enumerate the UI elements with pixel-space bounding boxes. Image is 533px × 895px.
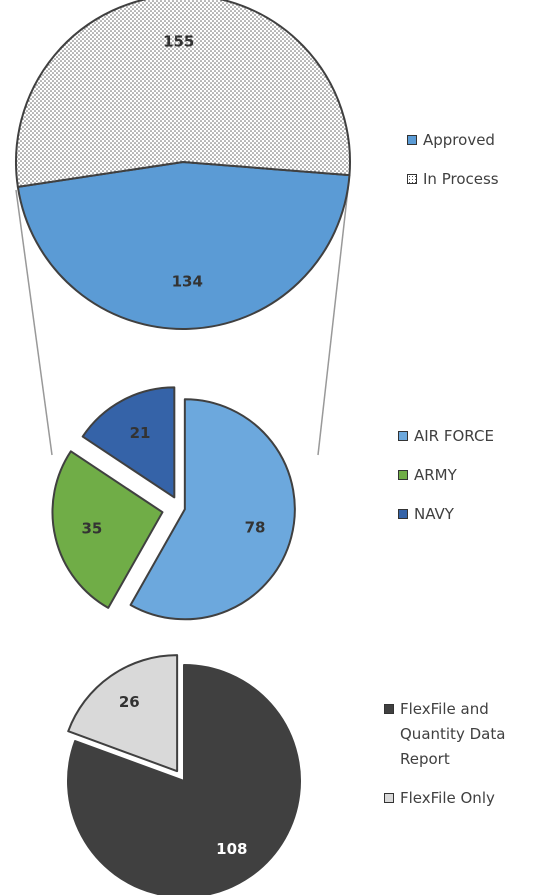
legend-label: NAVY (414, 505, 454, 523)
pie-slice (51, 450, 164, 609)
legend-label: AIR FORCE (414, 427, 494, 445)
pie-slice (15, 0, 351, 188)
legend-item: NAVY (398, 502, 533, 527)
data-label: 26 (119, 693, 140, 711)
data-label: 155 (163, 32, 194, 50)
data-label: 78 (245, 518, 266, 536)
legend-label: ARMY (414, 466, 457, 484)
legend: AIR FORCE ARMY NAVY (398, 424, 533, 541)
legend-item: FlexFile and Quantity Data Report (384, 697, 524, 772)
legend-label: In Process (423, 170, 499, 188)
legend-swatch (407, 135, 417, 145)
legend-item: AIR FORCE (398, 424, 533, 449)
pie-slice (67, 654, 179, 773)
legend-item: In Process (407, 167, 533, 192)
legend: FlexFile and Quantity Data Report FlexFil… (384, 697, 524, 825)
pie-slice (16, 161, 351, 330)
legend-swatch (398, 470, 408, 480)
legend-swatch (407, 174, 417, 184)
data-label: 134 (172, 273, 203, 291)
legend-item: Approved (407, 128, 533, 153)
connector (317, 179, 350, 456)
legend-label: FlexFile and Quantity Data Report (400, 700, 506, 768)
data-label: 108 (216, 840, 247, 858)
pie-slice (67, 664, 301, 895)
legend-swatch (384, 704, 394, 714)
pie-slice (81, 386, 176, 499)
legend-item: FlexFile Only (384, 786, 524, 811)
data-label: 35 (81, 520, 102, 538)
legend-item: ARMY (398, 463, 533, 488)
legend-label: FlexFile Only (400, 789, 495, 807)
legend-label: Approved (423, 131, 495, 149)
connector (15, 189, 53, 456)
legend-swatch (398, 431, 408, 441)
pie-slice (129, 398, 296, 621)
legend: Approved In Process (407, 128, 533, 206)
legend-swatch (384, 793, 394, 803)
data-label: 21 (130, 424, 151, 442)
legend-swatch (398, 509, 408, 519)
